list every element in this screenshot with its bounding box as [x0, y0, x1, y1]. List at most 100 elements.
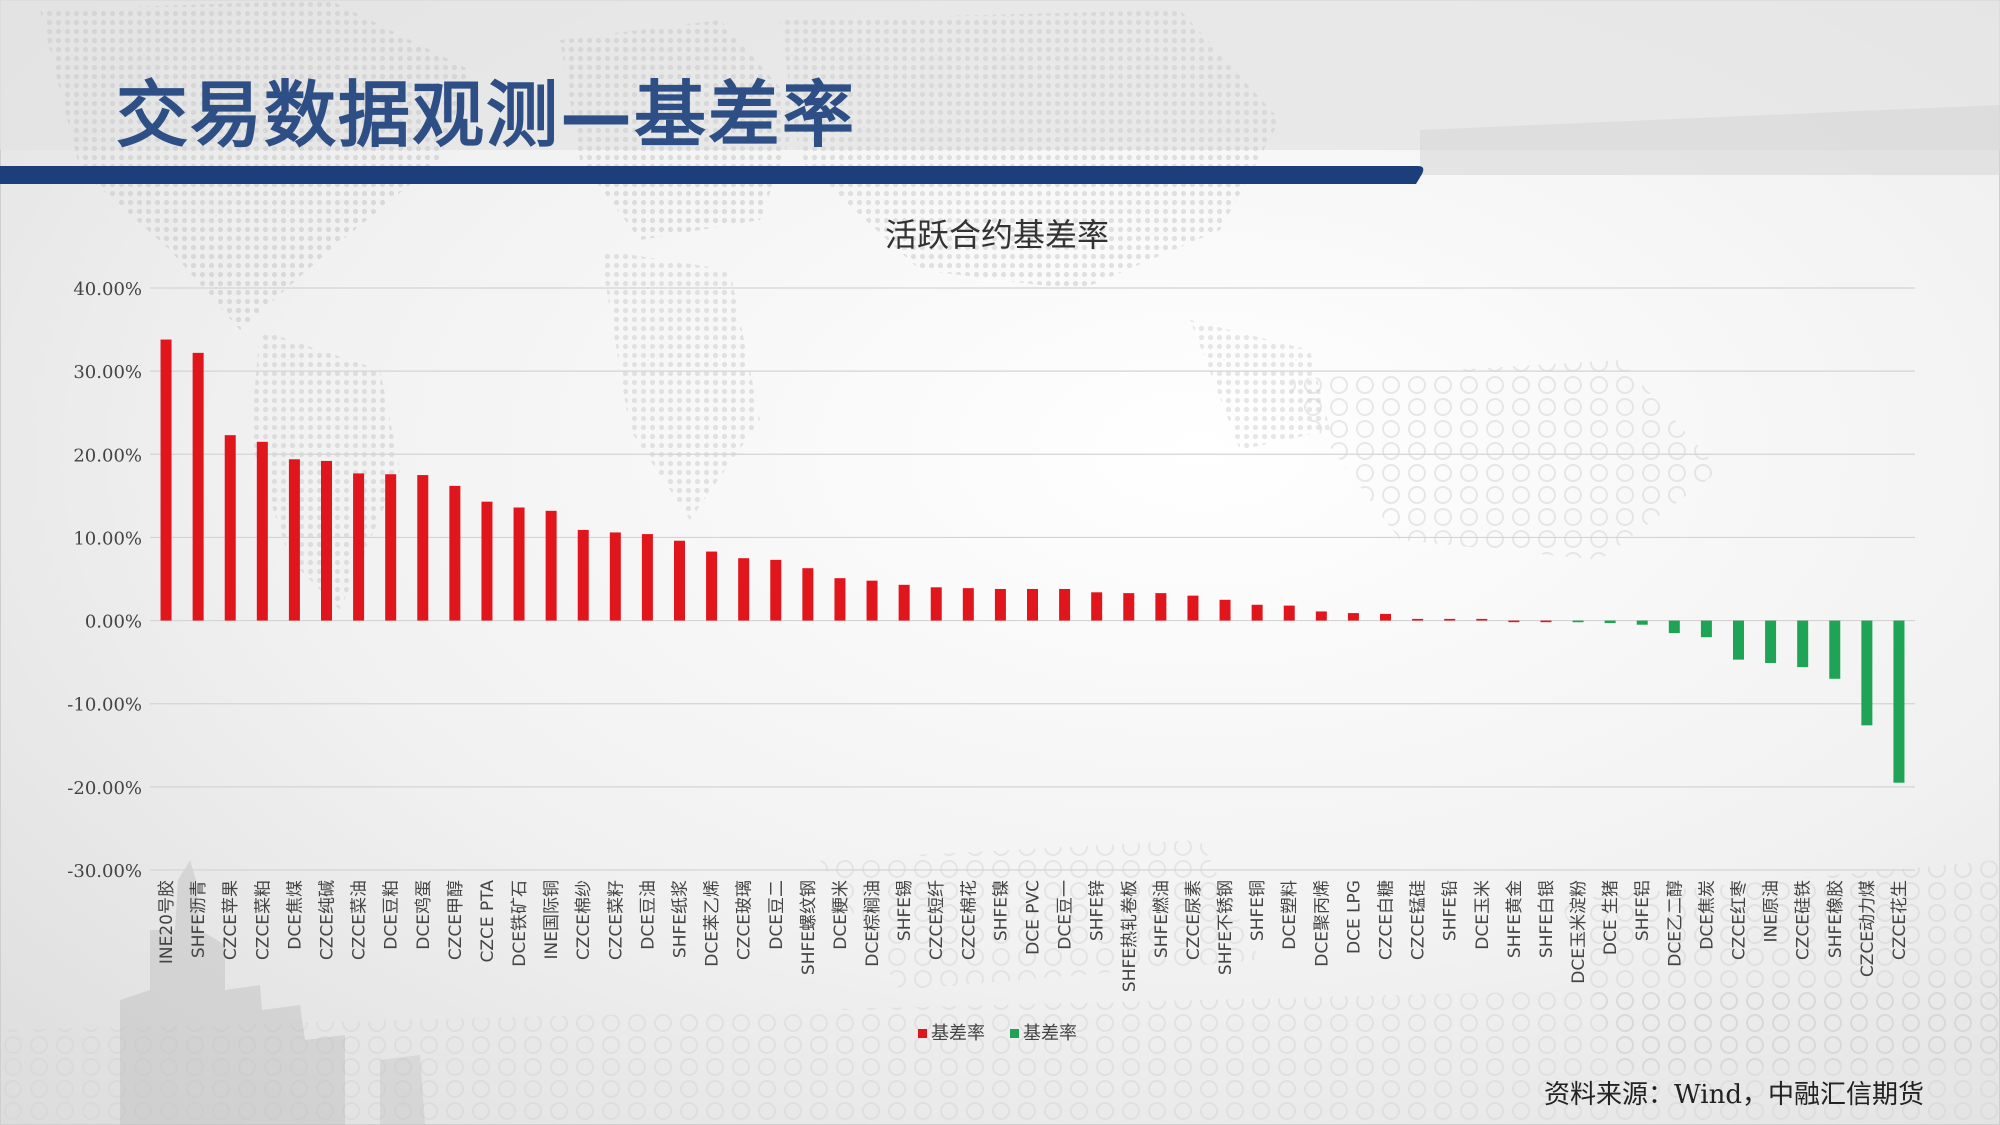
y-tick-label: -20.00% [67, 778, 142, 799]
x-tick-label: SHFE铜 [1248, 880, 1268, 941]
x-tick-label: DCE鸡蛋 [414, 880, 434, 950]
bar [1412, 618, 1424, 621]
x-tick-label: SHFE螺纹钢 [799, 880, 819, 975]
y-tick-label: 0.00% [85, 612, 142, 633]
x-tick-label: INE20号胶 [157, 880, 177, 964]
bar [1861, 620, 1873, 726]
legend-swatch [918, 1029, 927, 1038]
x-tick-label: SHFE沥青 [189, 880, 209, 958]
y-tick-label: 30.00% [73, 362, 142, 383]
x-tick-label: DCE LPG [1344, 880, 1364, 954]
chart-gridlines [150, 287, 1915, 871]
bar [1187, 595, 1199, 621]
bar [674, 540, 685, 621]
x-tick-label: CZCE纯碱 [318, 880, 338, 960]
x-tick-label: DCE焦炭 [1697, 880, 1717, 950]
x-tick-label: CZCE苹果 [221, 880, 241, 960]
y-tick-label: 20.00% [73, 445, 142, 466]
y-tick-label: 10.00% [73, 528, 142, 549]
x-tick-label: DCE聚丙烯 [1312, 880, 1332, 967]
bar [449, 485, 461, 621]
bar [1893, 620, 1905, 783]
chart-title: 活跃合约基差率 [885, 216, 1109, 254]
x-tick-label: SHFE燃油 [1152, 880, 1172, 958]
x-tick-label: DCE塑料 [1280, 880, 1300, 950]
bar [192, 352, 204, 621]
bar [866, 580, 878, 621]
x-tick-label: SHFE纸浆 [671, 880, 691, 958]
x-tick-label: CZCE甲醇 [446, 880, 466, 960]
x-tick-label: CZCE玻璃 [735, 880, 755, 960]
x-tick-label: DCE焦煤 [285, 880, 305, 950]
bar [1572, 620, 1584, 623]
bar [1155, 593, 1167, 621]
bar [1059, 588, 1071, 621]
x-tick-label: CZCE锰硅 [1409, 880, 1429, 960]
bar [1508, 620, 1520, 623]
bar [1636, 620, 1648, 625]
bar [1091, 592, 1103, 621]
x-tick-label: SHFE黄金 [1505, 880, 1525, 958]
bar [321, 460, 332, 621]
bar [353, 473, 365, 621]
bar [1347, 613, 1359, 621]
x-tick-label: SHFE锡 [895, 880, 915, 941]
legend-label: 基差率 [931, 1023, 985, 1044]
x-tick-label: DCE粳米 [831, 880, 851, 950]
x-tick-label: CZCE动力煤 [1858, 880, 1878, 977]
chart-x-axis: INE20号胶 SHFE沥青 CZCE苹果 CZCE菜粕 DCE焦煤 CZCE纯碱 CZCE… [157, 880, 1910, 992]
bar [513, 507, 525, 621]
bar [481, 501, 493, 621]
x-tick-label: CZCE硅铁 [1794, 880, 1814, 960]
x-tick-label: CZCE尿素 [1184, 880, 1204, 960]
y-tick-label: -10.00% [67, 695, 142, 716]
legend-swatch [1010, 1029, 1019, 1038]
bar [1251, 604, 1263, 621]
bar [1219, 599, 1231, 621]
x-tick-label: DCE铁矿石 [510, 880, 530, 967]
bar [930, 587, 942, 621]
x-tick-label: DCE玉米淀粉 [1569, 880, 1589, 984]
bar [706, 551, 718, 621]
bar [1829, 620, 1841, 679]
x-tick-label: DCE豆一 [1056, 880, 1076, 950]
bar [1668, 620, 1680, 634]
x-tick-label: CZCE PTA [478, 880, 498, 963]
bar [1604, 620, 1616, 624]
bar [962, 588, 974, 621]
bar [1476, 618, 1488, 621]
chart-y-axis: 40.00% 30.00% 20.00% 10.00% 0.00% -10.00% -20.… [67, 279, 142, 882]
bar [1797, 620, 1809, 668]
bar [994, 588, 1006, 621]
x-tick-label: CZCE菜油 [350, 880, 370, 960]
basis-rate-chart: 活跃合约基差率 40.00% 30.00% 20.00% 10.00% 0.00% -10… [67, 216, 1915, 1044]
bar [417, 475, 429, 621]
bar [256, 441, 268, 621]
page-title: 交易数据观测—基差率 [116, 73, 857, 157]
x-tick-label: CZCE棉花 [959, 880, 979, 960]
bar [1380, 613, 1391, 621]
bar [545, 510, 557, 621]
bar [1733, 620, 1744, 660]
x-tick-label: SHFE热轧卷板 [1120, 880, 1140, 992]
x-tick-label: CZCE棉纱 [574, 880, 594, 960]
x-tick-label: DCE乙二醇 [1665, 880, 1685, 967]
x-tick-label: DCE PVC [1024, 880, 1044, 955]
x-tick-label: SHFE铝 [1633, 880, 1653, 941]
bar [577, 529, 589, 621]
bar [898, 584, 910, 621]
bar [1765, 620, 1777, 663]
bar [224, 435, 236, 621]
x-tick-label: SHFE锌 [1088, 880, 1108, 941]
x-tick-label: INE国际铜 [542, 880, 562, 959]
y-tick-label: -30.00% [67, 861, 142, 882]
bar [1700, 620, 1712, 638]
title-underline-bar [0, 166, 1424, 184]
x-tick-label: CZCE红枣 [1730, 880, 1750, 960]
x-tick-label: SHFE橡胶 [1826, 880, 1846, 958]
chart-legend: 基差率 基差率 [918, 1023, 1077, 1044]
x-tick-label: CZCE花生 [1890, 880, 1910, 960]
x-tick-label: DCE玉米 [1473, 880, 1493, 950]
bar [609, 532, 621, 621]
